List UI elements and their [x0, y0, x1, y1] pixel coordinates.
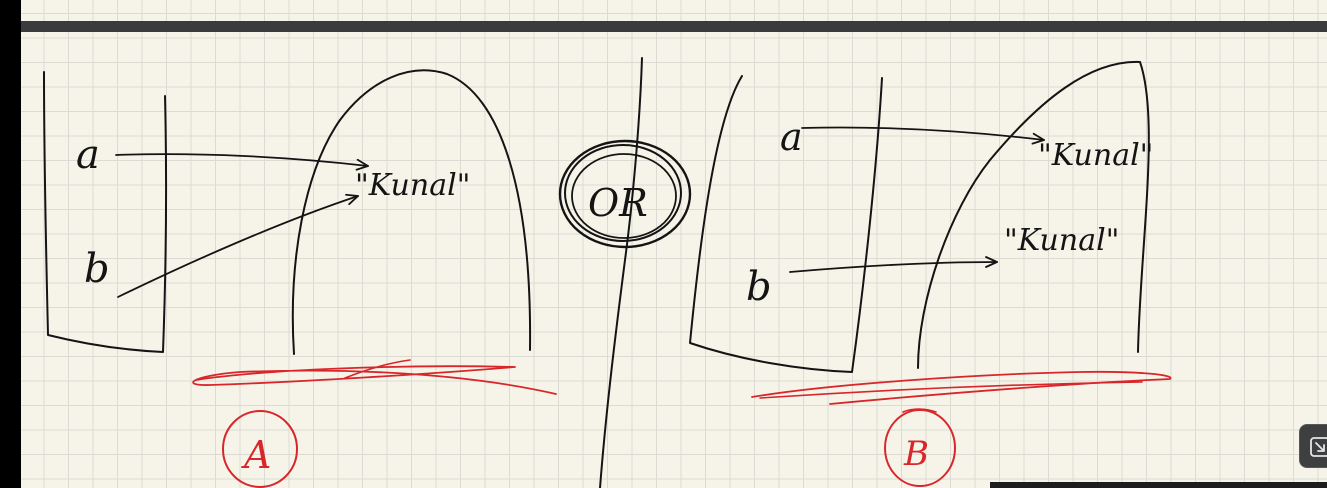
- diagram-a: a b "Kunal" A: [43, 69, 557, 488]
- var-b-label: b: [84, 246, 110, 292]
- arrow-b-to-string: [117, 193, 359, 298]
- video-overlay-edge: [990, 482, 1327, 488]
- or-circle-mid: [564, 144, 682, 242]
- separator: OR: [558, 57, 692, 488]
- stack-box-a: [43, 71, 168, 353]
- or-label: OR: [588, 181, 648, 225]
- underline-a-stroke-2: [344, 359, 411, 379]
- label-a: A: [241, 433, 271, 477]
- label-a-circle: [222, 410, 298, 488]
- arrow-a-to-string-b: [801, 126, 1045, 145]
- label-b-overline: [902, 408, 937, 413]
- var-b-label-b: b: [746, 264, 772, 310]
- underline-b-stroke-2: [759, 381, 1143, 399]
- or-circle-outer: [558, 139, 692, 249]
- label-b: B: [903, 434, 929, 474]
- underline-a: [192, 365, 557, 395]
- or-circle-inner: [571, 153, 677, 239]
- var-a-label-b: a: [780, 115, 803, 159]
- expand-icon: [1310, 437, 1327, 457]
- stack-box-b: [689, 75, 883, 373]
- expand-button[interactable]: [1299, 424, 1327, 468]
- var-a-label: a: [76, 132, 100, 178]
- page-divider: [21, 21, 1327, 32]
- string-kunal-b-2: "Kunal": [1004, 223, 1119, 258]
- underline-b: [751, 370, 1172, 405]
- string-kunal-a: "Kunal": [355, 168, 470, 203]
- diagram-b: a b "Kunal" "Kunal" B: [689, 60, 1172, 487]
- heap-region-a: [291, 69, 532, 355]
- left-edge-bar: [0, 0, 21, 488]
- string-kunal-b-1: "Kunal": [1038, 138, 1153, 173]
- arrow-a-to-string: [115, 153, 369, 171]
- heap-region-b: [917, 60, 1150, 369]
- separator-line: [599, 57, 643, 488]
- label-b-circle: [884, 409, 956, 487]
- arrow-b-to-string-b: [789, 256, 998, 273]
